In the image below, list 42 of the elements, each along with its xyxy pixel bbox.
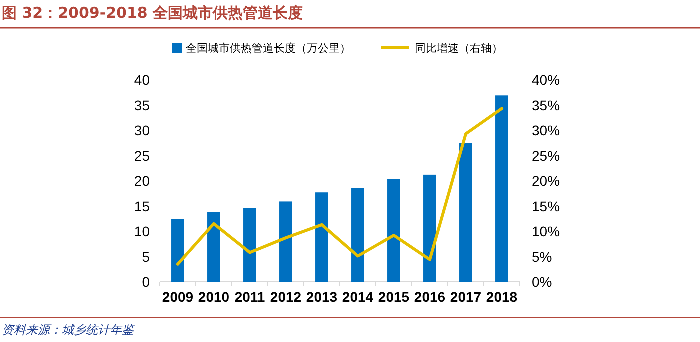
y2-tick-label: 20% xyxy=(532,173,560,189)
y2-tick-label: 15% xyxy=(532,198,560,214)
bar xyxy=(388,179,400,282)
y-tick-label: 20 xyxy=(134,173,150,189)
x-tick-label: 2009 xyxy=(162,289,194,305)
y2-tick-label: 5% xyxy=(532,248,552,265)
y-tick-label: 10 xyxy=(134,224,150,240)
bar xyxy=(244,208,256,282)
bar xyxy=(316,192,328,282)
y2-tick-label: 40% xyxy=(532,72,560,88)
bar xyxy=(424,174,436,282)
title: 图 32：2009-2018 全国城市供热管道长度 xyxy=(2,4,304,22)
y-tick-label: 15 xyxy=(134,198,150,214)
x-tick-label: 2014 xyxy=(342,289,374,305)
y2-tick-label: 35% xyxy=(532,97,560,114)
y2-tick-label: 10% xyxy=(532,224,560,240)
x-tick-label: 2015 xyxy=(378,289,410,305)
x-tick-label: 2011 xyxy=(234,289,266,305)
bar xyxy=(352,188,364,282)
x-tick-label: 2012 xyxy=(270,289,302,305)
bar xyxy=(172,219,184,282)
y-tick-label: 5 xyxy=(142,248,150,265)
bar xyxy=(208,212,220,282)
legend-label: 同比增速（右轴） xyxy=(415,42,503,55)
bar xyxy=(280,202,292,282)
x-tick-label: 2010 xyxy=(198,289,230,305)
y-tick-label: 0 xyxy=(142,274,150,290)
bar xyxy=(496,96,508,282)
x-tick-label: 2017 xyxy=(450,289,482,305)
legend-label: 全国城市供热管道长度（万公里） xyxy=(186,42,351,55)
bar xyxy=(460,143,472,282)
y2-tick-label: 30% xyxy=(532,122,560,138)
y-tick-label: 40 xyxy=(134,72,150,88)
annotation: 资料来源：城乡统计年鉴 xyxy=(2,323,134,337)
x-tick-label: 2016 xyxy=(414,289,446,305)
x-tick-label: 2013 xyxy=(306,289,338,305)
y2-tick-label: 0% xyxy=(532,274,552,290)
y-tick-label: 30 xyxy=(134,122,150,138)
y2-tick-label: 25% xyxy=(532,148,560,164)
y-tick-label: 35 xyxy=(134,97,150,114)
x-tick-label: 2018 xyxy=(486,289,518,305)
y-tick-label: 25 xyxy=(134,148,150,164)
